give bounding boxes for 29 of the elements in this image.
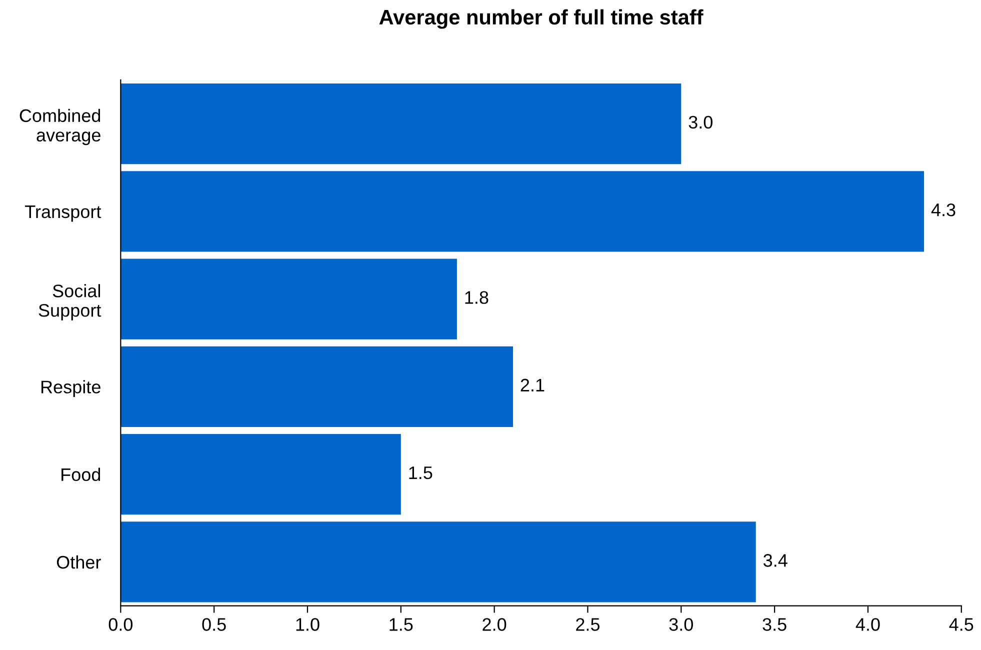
y-tick-label: Transport: [25, 206, 102, 222]
text: 0.5: [202, 618, 226, 631]
y-tick-label: Social Support: [38, 284, 102, 320]
data-label: 3.4: [764, 554, 788, 567]
text: 3.0: [669, 618, 693, 631]
y-tick-label: Food: [62, 468, 100, 482]
text: 4.0: [856, 618, 880, 631]
bar: [120, 522, 756, 602]
data-label: 3.0: [688, 116, 712, 129]
data-label: 4.3: [931, 203, 956, 216]
text: 0.0: [108, 618, 133, 631]
bar: [120, 258, 457, 340]
text: 1.0: [296, 618, 320, 631]
text: 2.0: [482, 618, 506, 631]
text: 3.5: [762, 618, 786, 631]
bar: [120, 346, 513, 428]
bar: [120, 171, 924, 252]
y-tick-label: Respite: [41, 380, 100, 397]
text: 2.5: [576, 618, 600, 631]
y-tick-label: Other: [56, 555, 101, 569]
text: 1.5: [390, 618, 413, 631]
text: 4.5: [949, 618, 974, 631]
data-label: 2.1: [520, 378, 544, 392]
chart-title: Average number of full time staff: [379, 9, 704, 29]
data-label: 1.8: [465, 291, 488, 304]
data-label: 1.5: [409, 466, 432, 480]
y-tick-label: Combined average: [20, 108, 100, 146]
bar: [120, 83, 682, 164]
bar: [120, 434, 401, 515]
